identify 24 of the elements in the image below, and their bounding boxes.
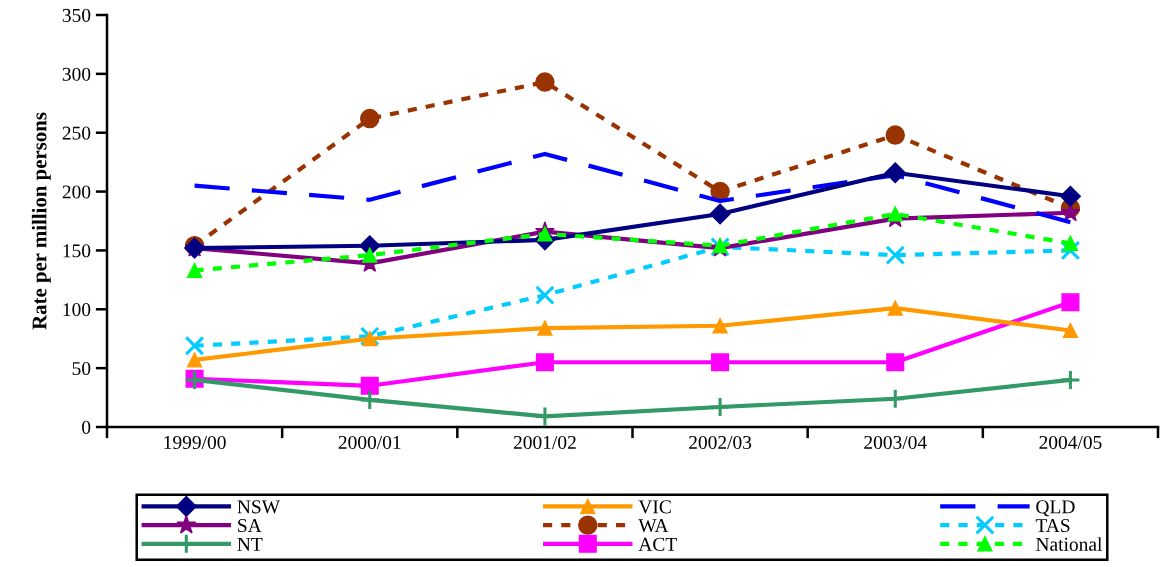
- x-tick-label: 2003/04: [864, 435, 927, 450]
- x-tick-label: 1999/00: [164, 435, 226, 450]
- y-tick-label: 300: [62, 67, 91, 81]
- y-tick-label: 350: [62, 8, 91, 22]
- x-tick-label: 2001/02: [513, 435, 576, 450]
- legend-label: ACT: [638, 537, 677, 551]
- legend-label: SA: [238, 519, 262, 533]
- y-tick-label: 250: [62, 126, 91, 140]
- y-tick-label: 50: [72, 361, 91, 376]
- y-tick-label: 150: [63, 244, 91, 258]
- legend-label: VIC: [638, 500, 671, 514]
- x-tick-label: 2002/03: [689, 435, 752, 450]
- legend-label: NSW: [237, 500, 281, 514]
- y-tick-label: 100: [63, 303, 91, 317]
- legend-label: WA: [638, 519, 669, 533]
- legend-label: NT: [237, 537, 263, 551]
- y-tick-label: 200: [62, 185, 91, 199]
- x-tick-label: 2000/01: [338, 435, 401, 450]
- y-axis-title: Rate per million persons: [31, 112, 51, 330]
- legend-label: National: [1036, 537, 1103, 551]
- legend-label: TAS: [1035, 519, 1070, 533]
- legend-label: QLD: [1036, 500, 1075, 517]
- y-tick-label: 0: [82, 420, 91, 434]
- x-tick-label: 2004/05: [1039, 435, 1102, 450]
